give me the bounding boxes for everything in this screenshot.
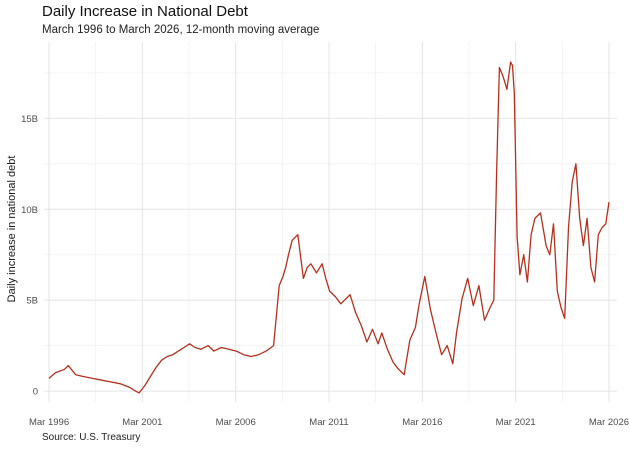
chart-title: Daily Increase in National Debt: [42, 3, 248, 20]
x-tick-label: Mar 2001: [122, 417, 162, 428]
x-tick-label: Mar 2026: [589, 417, 629, 428]
chart-subtitle: March 1996 to March 2026, 12-month movin…: [42, 24, 320, 36]
grid-lines: [44, 42, 617, 402]
x-tick-label: Mar 2016: [402, 417, 442, 428]
y-axis-label: Daily increase in national debt: [6, 156, 18, 303]
x-tick-label: Mar 1996: [29, 417, 69, 428]
x-tick-label: Mar 2006: [216, 417, 256, 428]
y-axis-ticks: 0 5B 10B 15B: [21, 114, 38, 398]
y-tick-label: 0: [33, 387, 38, 398]
series-line: [48, 61, 610, 394]
y-tick-label: 5B: [26, 296, 38, 307]
x-axis-ticks: Mar 1996 Mar 2001 Mar 2006 Mar 2011 Mar 2016…: [29, 417, 629, 428]
chart-source: Source: U.S. Treasury: [42, 432, 141, 443]
y-tick-label: 10B: [21, 205, 38, 216]
x-tick-label: Mar 2011: [309, 417, 348, 428]
y-tick-label: 15B: [21, 114, 38, 125]
x-tick-label: Mar 2021: [496, 417, 536, 428]
series-group: [48, 61, 610, 394]
